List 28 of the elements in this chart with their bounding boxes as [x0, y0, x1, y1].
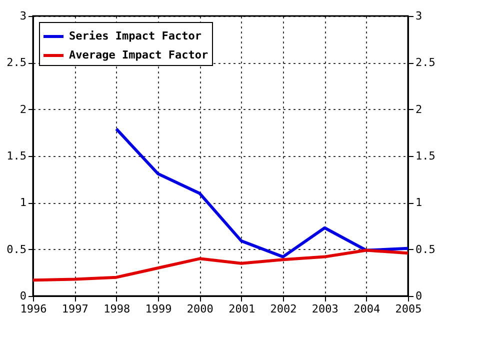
x-tick-label: 2005	[395, 302, 422, 316]
x-tick-label: 2004	[354, 302, 380, 316]
x-tick-label: 2001	[228, 302, 256, 316]
y-tick-label: 2	[20, 102, 26, 116]
y-tick-label: 0.5	[6, 242, 26, 256]
y-tick-label: 0	[20, 290, 26, 302]
x-tick-label: 1997	[62, 302, 88, 316]
legend-label: Average Impact Factor	[69, 48, 208, 62]
x-tick-label: 2003	[312, 302, 338, 316]
y2-tick-label: 0	[416, 290, 422, 302]
y2-tick-label: 2	[416, 102, 422, 116]
line-series	[32, 248, 410, 282]
legend-label: Series Impact Factor	[69, 30, 202, 42]
x-tick-label: 1998	[104, 302, 130, 316]
y-tick-label: 1.5	[6, 150, 26, 162]
x-tick-label: 1996	[20, 302, 47, 316]
y2-tick-label: 0.5	[416, 242, 436, 256]
y2-tick-label: 1	[416, 196, 422, 210]
y2-tick-label: 1.5	[416, 150, 436, 162]
x-tick-label: 2000	[186, 302, 214, 316]
line-series	[114, 127, 410, 258]
y2-tick-label: 3	[416, 10, 422, 22]
y-tick-label: 3	[20, 10, 26, 22]
y-tick-label: 1	[20, 196, 26, 210]
y2-tick-label: 2.5	[416, 56, 436, 70]
y-tick-label: 2.5	[6, 56, 26, 70]
x-tick-label: 2002	[270, 302, 297, 316]
x-tick-label: 1999	[145, 302, 172, 316]
